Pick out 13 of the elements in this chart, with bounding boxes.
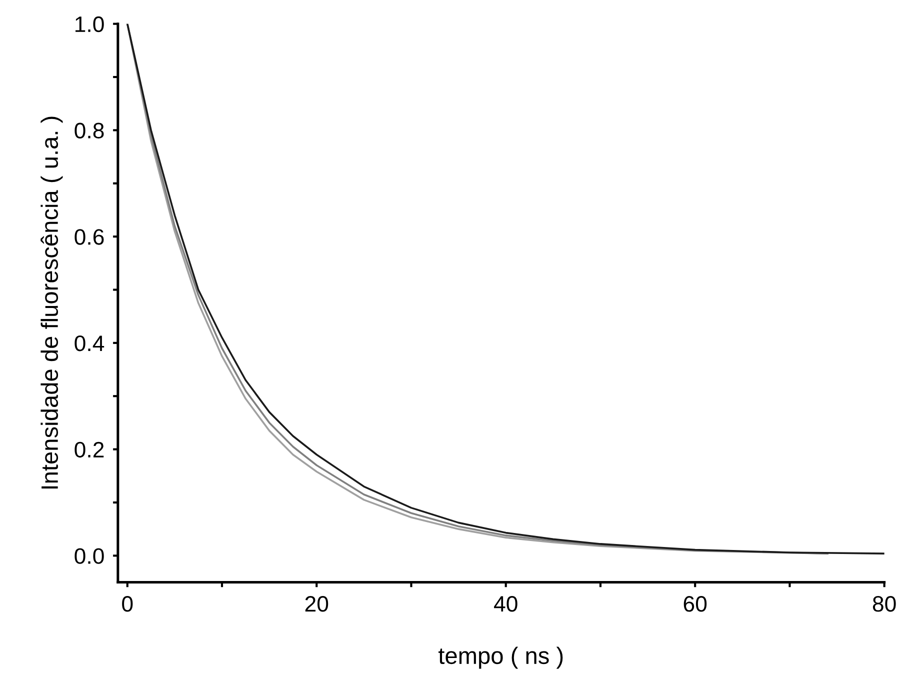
text: 0.0 (74, 548, 104, 564)
y-tick-label: 0.6 (74, 229, 104, 245)
x-axis-title: tempo ( ns ) (438, 646, 563, 669)
x-tick-label: 40 (494, 596, 518, 612)
y-tick-label: 0.4 (74, 335, 104, 352)
x-tick-label: 80 (872, 596, 896, 612)
y-tick-label: 0.8 (74, 122, 104, 138)
y-axis-title: Intensidade de fluorescência ( u.a. ) (40, 116, 63, 489)
x-tick-label: 20 (305, 596, 328, 612)
y-tick-label: 0.2 (74, 442, 104, 458)
x-tick-label: 60 (684, 596, 707, 612)
y-tick-label: 1.0 (76, 16, 104, 32)
x-tick-label: 0 (122, 596, 133, 612)
